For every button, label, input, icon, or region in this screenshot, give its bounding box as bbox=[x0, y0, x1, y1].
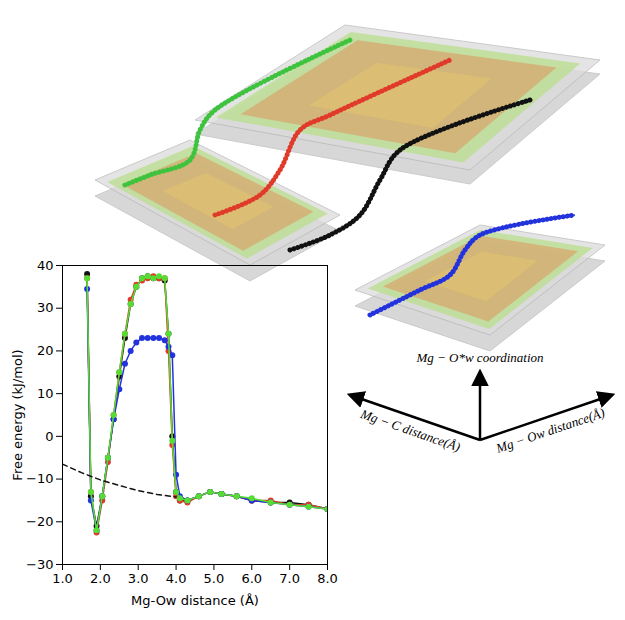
svg-text:7.0: 7.0 bbox=[279, 571, 300, 586]
svg-text:−30: −30 bbox=[26, 557, 53, 572]
svg-text:1.0: 1.0 bbox=[52, 571, 73, 586]
svg-text:30: 30 bbox=[37, 300, 54, 315]
svg-text:20: 20 bbox=[37, 343, 54, 358]
svg-text:Mg − O*w coordination: Mg − O*w coordination bbox=[415, 350, 543, 365]
svg-text:4.0: 4.0 bbox=[166, 571, 187, 586]
svg-text:10: 10 bbox=[37, 386, 54, 401]
svg-text:Free energy (kJ/mol): Free energy (kJ/mol) bbox=[10, 349, 25, 480]
svg-text:Mg − Ow distance(Å): Mg − Ow distance(Å) bbox=[493, 405, 607, 456]
svg-text:−20: −20 bbox=[26, 514, 53, 529]
svg-text:40: 40 bbox=[37, 258, 54, 273]
svg-text:Mg − C distance(Å): Mg − C distance(Å) bbox=[358, 406, 463, 455]
svg-text:−10: −10 bbox=[26, 471, 53, 486]
svg-text:5.0: 5.0 bbox=[204, 571, 225, 586]
svg-text:6.0: 6.0 bbox=[241, 571, 262, 586]
svg-text:Mg-Ow distance (Å): Mg-Ow distance (Å) bbox=[131, 593, 259, 608]
svg-text:2.0: 2.0 bbox=[90, 571, 111, 586]
svg-text:8.0: 8.0 bbox=[317, 571, 338, 586]
svg-text:3.0: 3.0 bbox=[128, 571, 149, 586]
svg-text:0: 0 bbox=[45, 429, 53, 444]
